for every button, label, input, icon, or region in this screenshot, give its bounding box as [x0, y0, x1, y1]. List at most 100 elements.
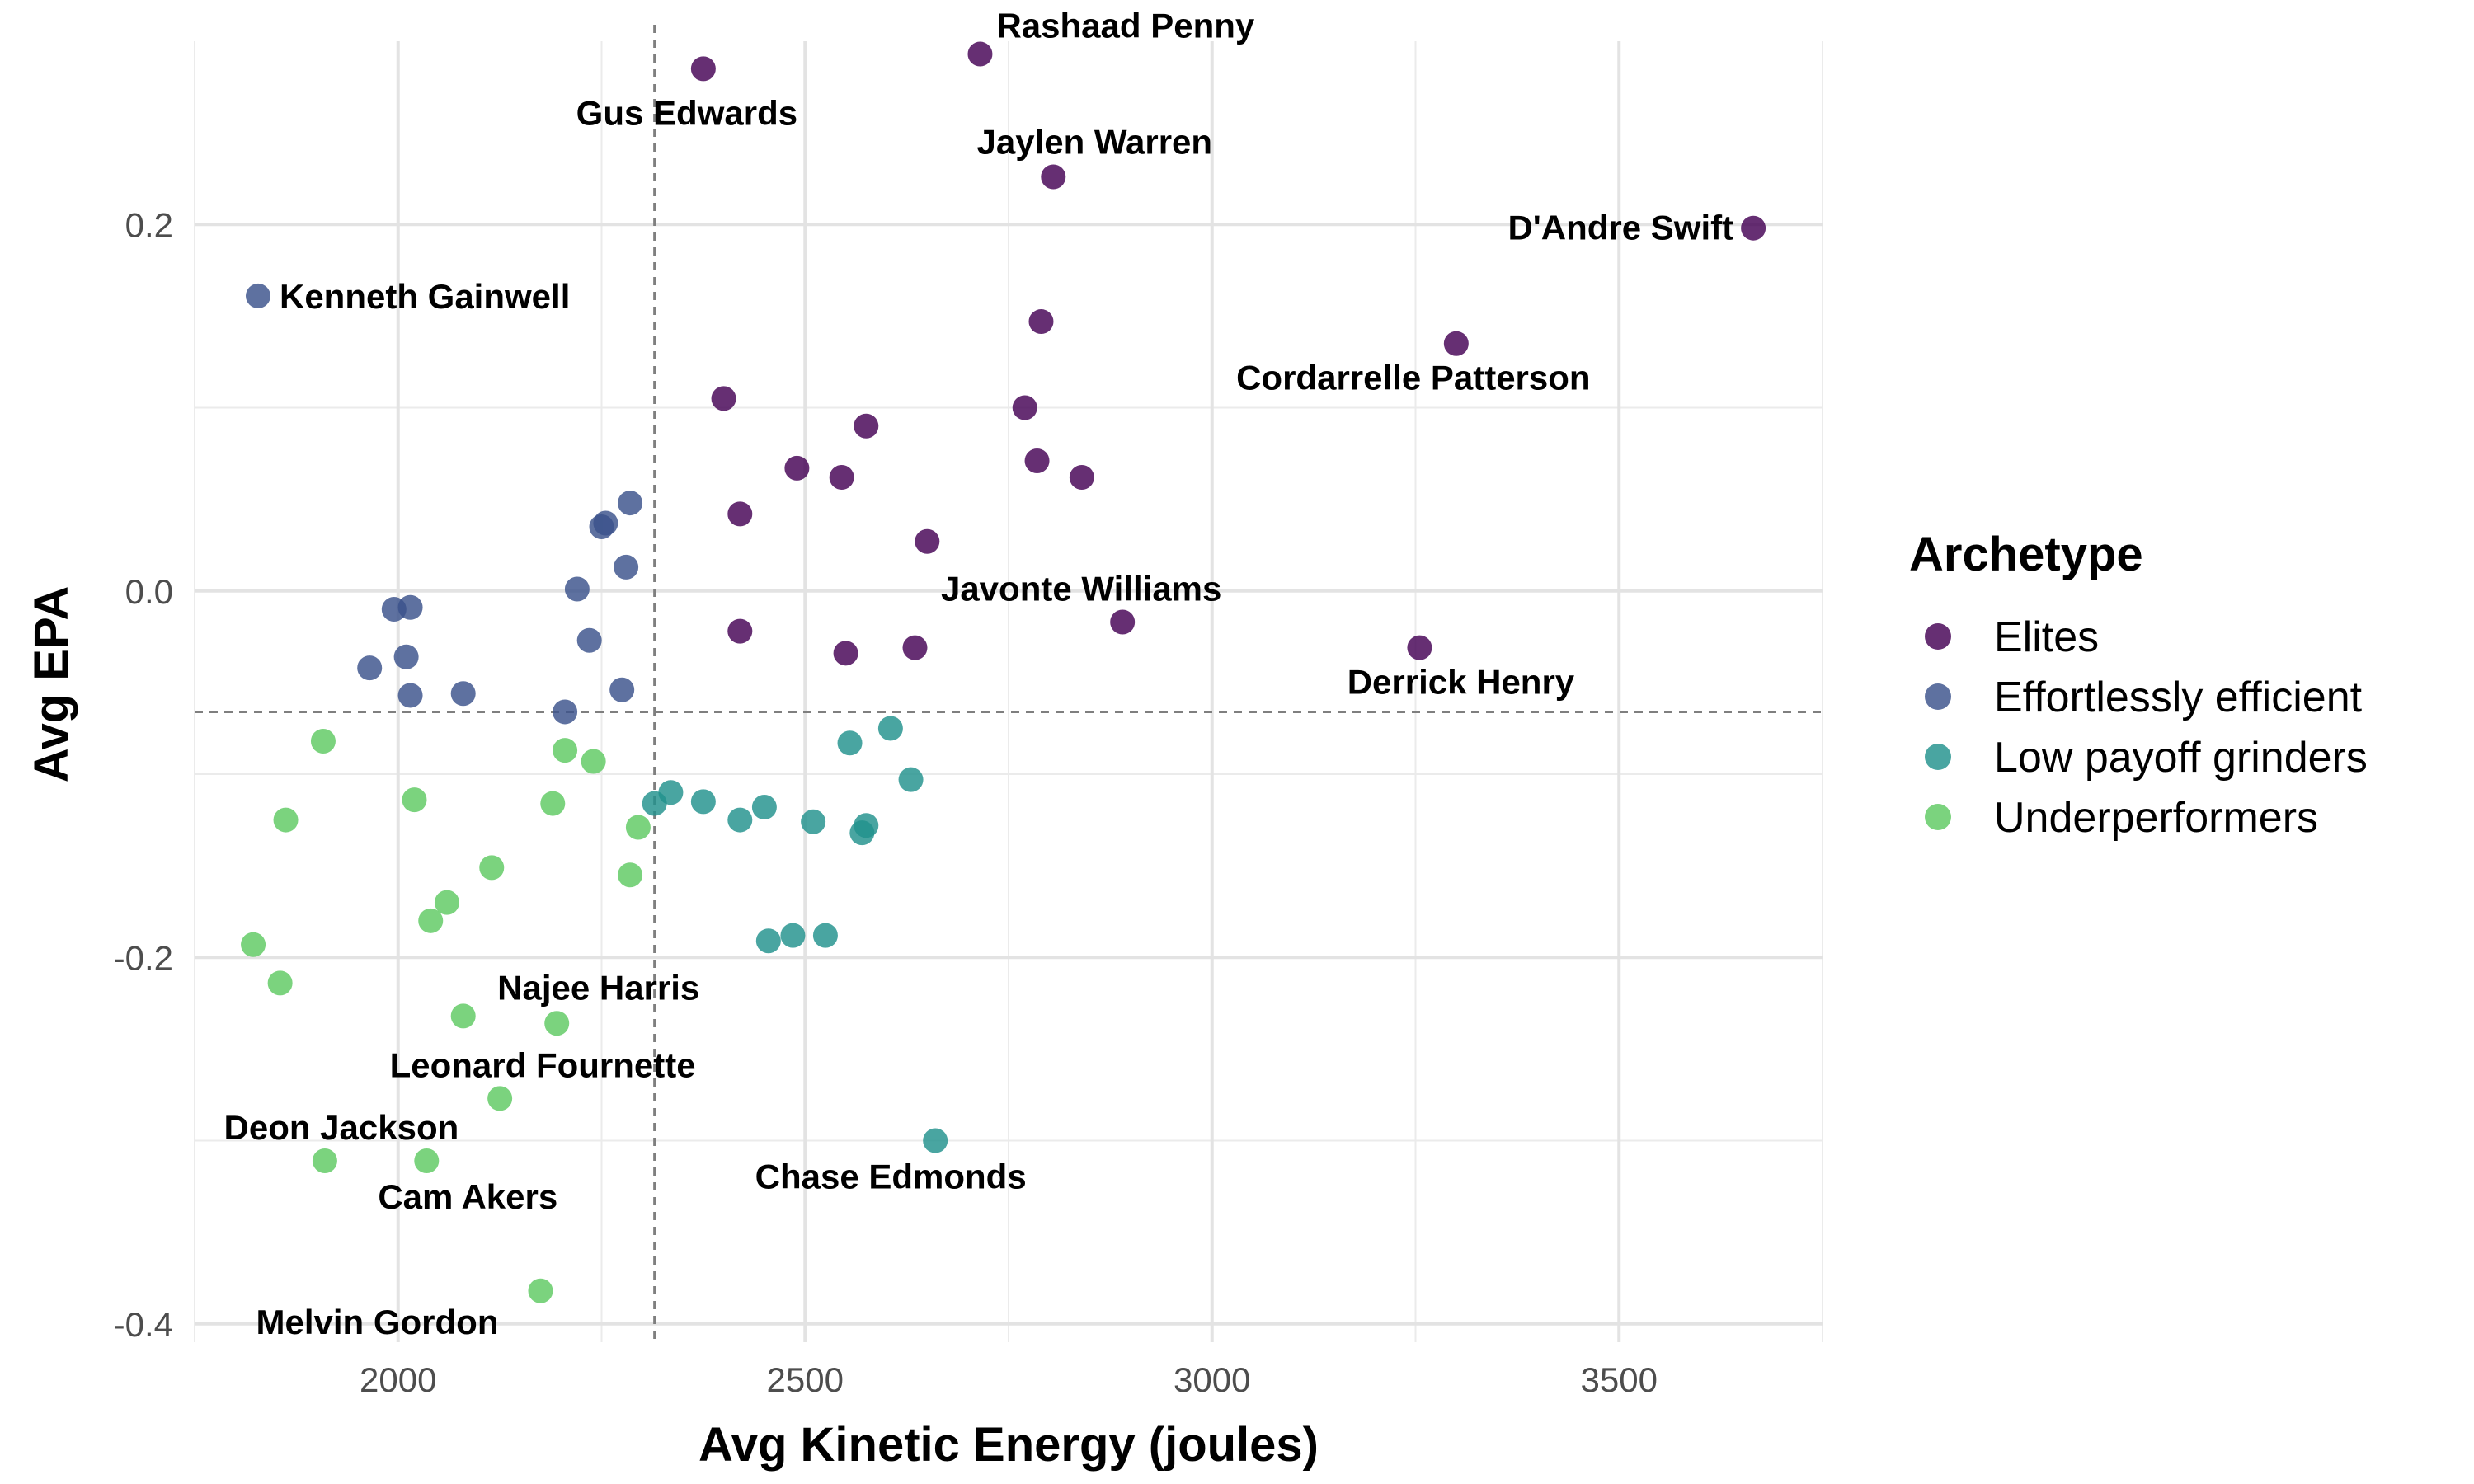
legend-item: Low payoff grinders: [1925, 734, 2368, 782]
data-point: [923, 1128, 948, 1153]
data-point: [487, 1086, 513, 1111]
minor-gridlines: [194, 41, 1823, 1342]
data-point: [854, 413, 879, 439]
data-point: [618, 491, 643, 516]
legend-label: Effortlessly efficient: [1994, 674, 2363, 721]
legend-swatch: [1925, 744, 1951, 770]
data-point: [544, 1011, 570, 1036]
point-label: Cordarrelle Patterson: [1236, 359, 1590, 397]
point-label: Jaylen Warren: [976, 122, 1212, 161]
point-label: Rashaad Penny: [996, 7, 1254, 45]
data-point: [589, 514, 614, 539]
legend-item: Elites: [1925, 613, 2099, 661]
y-tick-label: -0.4: [114, 1305, 173, 1344]
x-tick-label: 3000: [1174, 1360, 1250, 1399]
point-label: D'Andre Swift: [1507, 209, 1733, 247]
data-point: [902, 635, 928, 660]
data-point: [564, 576, 590, 602]
data-point: [1024, 448, 1050, 473]
data-point: [727, 501, 753, 527]
data-point: [397, 683, 423, 708]
data-point: [540, 791, 566, 816]
data-point: [877, 716, 903, 741]
data-point: [1012, 395, 1037, 420]
data-point: [402, 787, 427, 813]
data-point: [267, 970, 293, 996]
x-tick-label: 2500: [767, 1360, 844, 1399]
data-point: [581, 749, 606, 774]
legend-title: Archetype: [1909, 528, 2143, 581]
data-point: [357, 655, 383, 681]
y-tick-label: -0.2: [114, 938, 173, 977]
point-labels: Gus Edwards Rashaad Penny Jaylen Warren D'A…: [224, 7, 1734, 1341]
data-point: [755, 928, 781, 954]
data-point: [1443, 331, 1469, 356]
x-tick-label: 3500: [1581, 1360, 1658, 1399]
data-point: [690, 789, 716, 815]
data-point: [397, 594, 423, 620]
data-point: [801, 809, 826, 834]
point-label: Kenneth Gainwell: [280, 277, 570, 316]
major-gridlines: [195, 41, 1823, 1342]
data-point: [1110, 609, 1136, 635]
data-point: [625, 815, 651, 840]
legend-items: Elites Effortlessly efficient Low payoff g…: [1925, 613, 2368, 842]
legend-item: Underperformers: [1925, 794, 2318, 842]
data-point: [837, 730, 863, 756]
data-point: [241, 932, 266, 957]
data-point: [727, 807, 753, 833]
legend: Archetype Elites Effortlessly efficient Lo…: [1909, 528, 2368, 842]
data-point: [614, 554, 639, 580]
data-point: [1407, 635, 1432, 660]
data-point: [898, 767, 924, 792]
data-point: [618, 862, 643, 888]
data-points: [241, 41, 1766, 1303]
data-point: [434, 890, 459, 915]
y-tick-label: 0.0: [125, 572, 173, 611]
point-label: Gus Edwards: [576, 93, 797, 132]
legend-swatch: [1925, 623, 1951, 650]
point-label: Chase Edmonds: [755, 1158, 1027, 1196]
x-axis-title: Avg Kinetic Energy (joules): [698, 1418, 1319, 1472]
data-point: [915, 528, 940, 554]
legend-label: Low payoff grinders: [1994, 734, 2368, 782]
data-point: [273, 807, 299, 833]
legend-label: Elites: [1994, 613, 2099, 661]
point-label: Najee Harris: [497, 968, 699, 1007]
point-label: Leonard Fournette: [390, 1045, 696, 1084]
data-point: [1028, 309, 1054, 335]
data-point: [690, 56, 716, 82]
data-point: [967, 41, 993, 67]
y-axis-title: Avg EPA: [25, 586, 78, 783]
data-point: [450, 681, 476, 707]
data-point: [393, 644, 419, 669]
data-point: [414, 1148, 440, 1173]
data-point: [1041, 164, 1066, 190]
data-point: [312, 1148, 337, 1173]
legend-label: Underperformers: [1994, 794, 2318, 842]
data-point: [727, 618, 753, 644]
legend-item: Effortlessly efficient: [1925, 674, 2363, 721]
point-label: Javonte Williams: [941, 570, 1221, 608]
data-point: [1741, 215, 1766, 241]
data-point: [609, 677, 635, 702]
data-point: [245, 283, 270, 308]
data-point: [751, 795, 777, 820]
data-point: [780, 923, 806, 948]
x-tick-label: 2000: [360, 1360, 436, 1399]
data-point: [310, 729, 336, 754]
legend-swatch: [1925, 804, 1951, 830]
data-point: [553, 699, 578, 725]
data-point: [418, 908, 444, 933]
data-point: [812, 923, 838, 948]
data-point: [528, 1278, 553, 1303]
point-label: Melvin Gordon: [256, 1303, 498, 1341]
point-label: Deon Jackson: [224, 1108, 459, 1147]
data-point: [784, 455, 810, 481]
data-point: [642, 791, 667, 816]
y-tick-label: 0.2: [125, 205, 173, 244]
point-label: Cam Akers: [378, 1177, 557, 1216]
legend-swatch: [1925, 683, 1951, 710]
data-point: [1069, 464, 1094, 490]
